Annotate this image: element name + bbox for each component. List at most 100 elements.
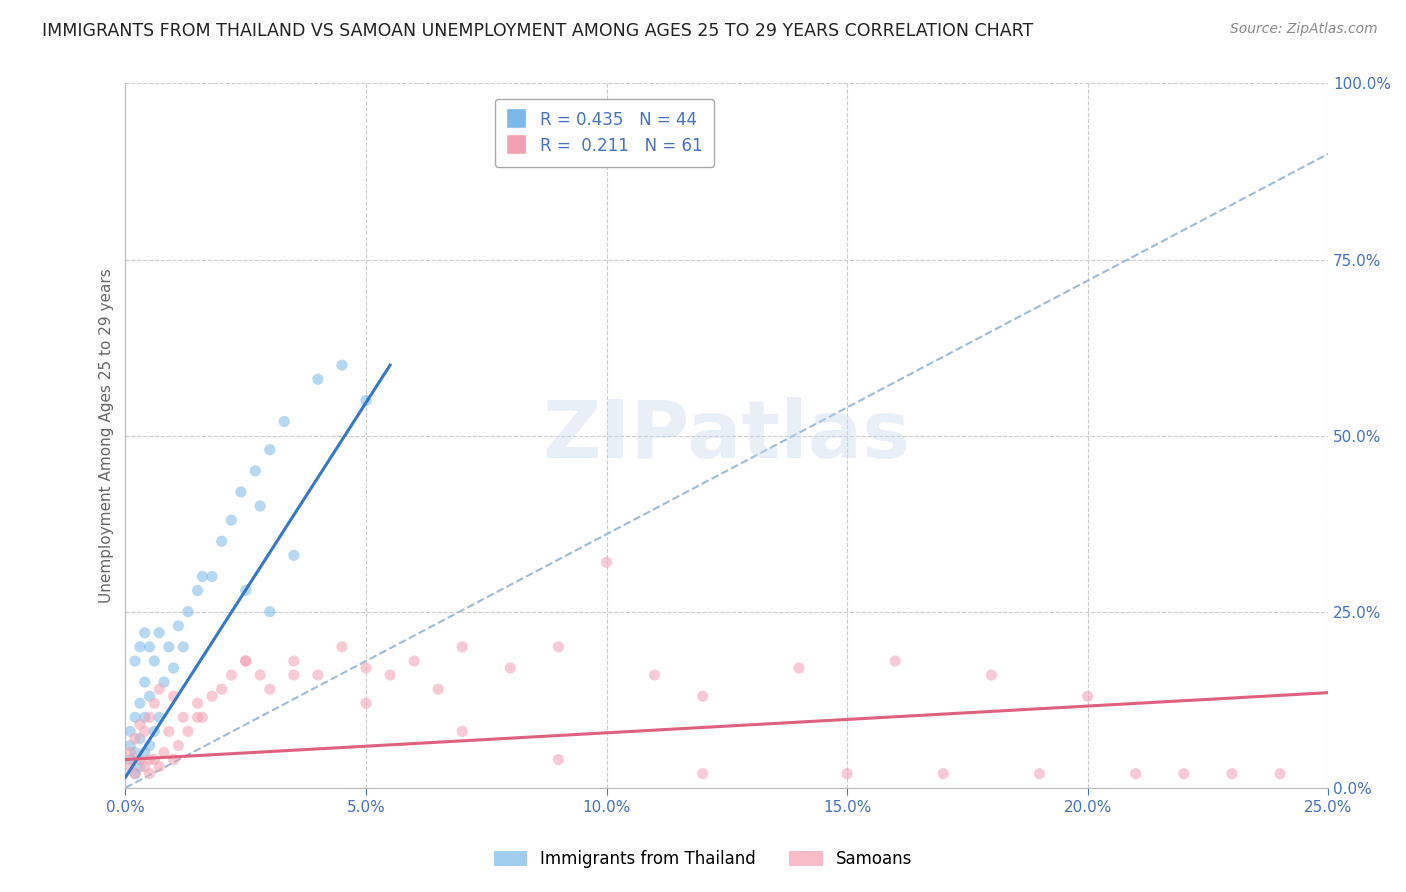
Point xyxy=(1220,766,1243,780)
Point xyxy=(129,759,152,773)
Point xyxy=(124,766,146,780)
Point xyxy=(191,710,214,724)
Legend: R = 0.435   N = 44, R =  0.211   N = 61: R = 0.435 N = 44, R = 0.211 N = 61 xyxy=(495,99,714,167)
Point xyxy=(378,668,401,682)
Point xyxy=(134,746,156,760)
Text: ZIPatlas: ZIPatlas xyxy=(543,397,911,475)
Point xyxy=(177,724,200,739)
Point xyxy=(235,654,257,668)
Point xyxy=(120,724,142,739)
Point xyxy=(884,654,907,668)
Point xyxy=(138,753,160,767)
Point xyxy=(211,534,233,549)
Point xyxy=(644,668,666,682)
Point xyxy=(187,696,209,710)
Point xyxy=(177,605,200,619)
Point xyxy=(138,640,160,654)
Point xyxy=(124,654,146,668)
Point xyxy=(167,619,190,633)
Point xyxy=(547,753,569,767)
Point xyxy=(120,746,142,760)
Point xyxy=(134,759,156,773)
Point xyxy=(499,661,522,675)
Point xyxy=(201,569,224,583)
Point xyxy=(124,731,146,746)
Point xyxy=(201,689,224,703)
Point xyxy=(427,682,450,697)
Point xyxy=(451,724,474,739)
Point xyxy=(259,605,281,619)
Point xyxy=(283,549,305,563)
Point xyxy=(211,682,233,697)
Point xyxy=(692,689,714,703)
Point xyxy=(187,583,209,598)
Point xyxy=(134,724,156,739)
Point xyxy=(134,625,156,640)
Point xyxy=(980,668,1002,682)
Point xyxy=(259,682,281,697)
Point xyxy=(259,442,281,457)
Point xyxy=(1268,766,1291,780)
Point xyxy=(273,415,295,429)
Point xyxy=(187,710,209,724)
Point xyxy=(451,640,474,654)
Point xyxy=(143,724,166,739)
Point xyxy=(124,710,146,724)
Point xyxy=(191,569,214,583)
Point xyxy=(129,731,152,746)
Text: Source: ZipAtlas.com: Source: ZipAtlas.com xyxy=(1230,22,1378,37)
Point xyxy=(148,682,170,697)
Point xyxy=(162,753,184,767)
Point xyxy=(143,696,166,710)
Point xyxy=(153,675,176,690)
Point xyxy=(153,746,176,760)
Point xyxy=(692,766,714,780)
Point xyxy=(404,654,426,668)
Point xyxy=(330,640,353,654)
Point xyxy=(124,766,146,780)
Point xyxy=(143,654,166,668)
Point xyxy=(148,625,170,640)
Point xyxy=(134,675,156,690)
Legend: Immigrants from Thailand, Samoans: Immigrants from Thailand, Samoans xyxy=(486,844,920,875)
Point xyxy=(138,710,160,724)
Point xyxy=(932,766,955,780)
Point xyxy=(172,640,194,654)
Point xyxy=(595,555,617,569)
Point xyxy=(129,753,152,767)
Point xyxy=(283,668,305,682)
Point xyxy=(162,661,184,675)
Point xyxy=(167,739,190,753)
Point xyxy=(547,640,569,654)
Point xyxy=(138,739,160,753)
Point xyxy=(787,661,810,675)
Point xyxy=(221,668,243,682)
Point xyxy=(235,583,257,598)
Point xyxy=(129,717,152,731)
Point xyxy=(148,710,170,724)
Point xyxy=(330,358,353,372)
Point xyxy=(138,689,160,703)
Point xyxy=(124,746,146,760)
Point xyxy=(835,766,858,780)
Point xyxy=(229,485,252,500)
Point xyxy=(307,372,329,386)
Point xyxy=(157,640,180,654)
Point xyxy=(249,668,271,682)
Point xyxy=(1028,766,1050,780)
Point xyxy=(1125,766,1147,780)
Point xyxy=(354,661,377,675)
Point xyxy=(129,640,152,654)
Point xyxy=(1077,689,1099,703)
Y-axis label: Unemployment Among Ages 25 to 29 years: Unemployment Among Ages 25 to 29 years xyxy=(100,268,114,603)
Point xyxy=(148,759,170,773)
Point xyxy=(172,710,194,724)
Point xyxy=(283,654,305,668)
Point xyxy=(138,766,160,780)
Point xyxy=(235,654,257,668)
Point xyxy=(120,739,142,753)
Point xyxy=(143,753,166,767)
Point xyxy=(162,689,184,703)
Point xyxy=(120,759,142,773)
Text: IMMIGRANTS FROM THAILAND VS SAMOAN UNEMPLOYMENT AMONG AGES 25 TO 29 YEARS CORREL: IMMIGRANTS FROM THAILAND VS SAMOAN UNEMP… xyxy=(42,22,1033,40)
